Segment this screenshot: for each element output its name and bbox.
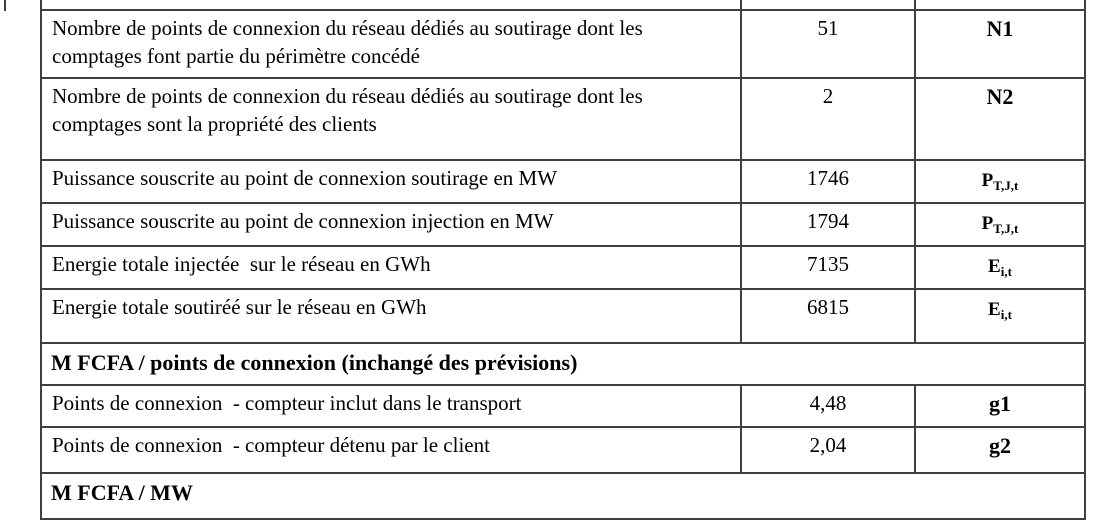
section-header-label: M FCFA / MW [51, 480, 193, 505]
row-label: Puissance souscrite au point de connexio… [52, 209, 554, 233]
row-label: Nombre de points de connexion du réseau … [52, 16, 649, 68]
row-symbol: g1 [914, 386, 1084, 426]
symbol-subscript: i,t [1000, 264, 1012, 279]
symbol-base: E [988, 256, 1001, 277]
row-value: 2 [740, 79, 914, 159]
row-value: 7135 [740, 247, 914, 288]
symbol-subscript: T,J,t [993, 221, 1019, 236]
table-row: Points de connexion - compteur détenu pa… [42, 426, 1084, 472]
symbol-base: E [988, 299, 1001, 320]
section-header-row: M FCFA / points de connexion (inchangé d… [42, 342, 1084, 384]
cutoff-row-border-left [4, 0, 6, 11]
section-header-label: M FCFA / points de connexion (inchangé d… [51, 350, 578, 375]
row-value: 1794 [740, 204, 914, 245]
tariff-parameters-table: Nombre de points de connexion du réseau … [40, 0, 1086, 520]
row-label: Energie totale injectée sur le réseau en… [52, 252, 431, 276]
table-row: Points de connexion - compteur inclut da… [42, 384, 1084, 426]
row-label: Energie totale soutiréé sur le réseau en… [52, 295, 427, 319]
row-symbol: N1 [914, 11, 1084, 77]
table-row: Energie totale soutiréé sur le réseau en… [42, 288, 1084, 342]
cutoff-row [42, 0, 1084, 9]
row-symbol: N2 [914, 79, 1084, 159]
row-value: 6815 [740, 290, 914, 342]
row-symbol: PT,J,t [914, 161, 1084, 202]
row-value: 51 [740, 11, 914, 77]
row-symbol: Ei,t [914, 290, 1084, 342]
symbol-base: P [981, 213, 994, 234]
row-value: 4,48 [740, 386, 914, 426]
row-value: 1746 [740, 161, 914, 202]
table-row: Nombre de points de connexion du réseau … [42, 9, 1084, 77]
row-label: Points de connexion - compteur détenu pa… [52, 433, 490, 457]
table-row: Energie totale injectée sur le réseau en… [42, 245, 1084, 288]
table-row: Nombre de points de connexion du réseau … [42, 77, 1084, 159]
row-value: 2,04 [740, 428, 914, 472]
section-header-row: M FCFA / MW [42, 472, 1084, 518]
row-symbol: g2 [914, 428, 1084, 472]
symbol-subscript: T,J,t [993, 178, 1019, 193]
row-label: Points de connexion - compteur inclut da… [52, 391, 522, 415]
table-row: Puissance souscrite au point de connexio… [42, 202, 1084, 245]
table-row: Puissance souscrite au point de connexio… [42, 159, 1084, 202]
row-symbol: Ei,t [914, 247, 1084, 288]
symbol-base: P [981, 170, 994, 191]
row-symbol: PT,J,t [914, 204, 1084, 245]
symbol-subscript: i,t [1000, 307, 1012, 322]
row-label: Nombre de points de connexion du réseau … [52, 84, 649, 136]
row-label: Puissance souscrite au point de connexio… [52, 166, 558, 190]
